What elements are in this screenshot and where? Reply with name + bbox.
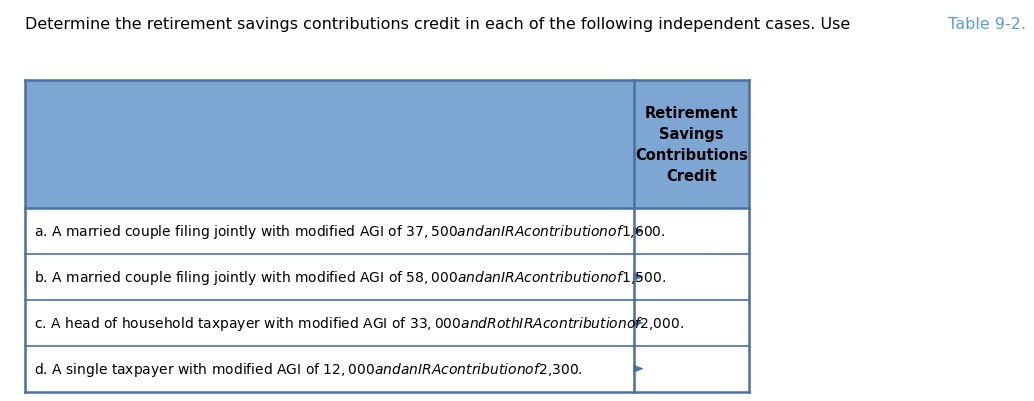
Bar (25, 209, 634, 254)
Polygon shape (634, 319, 643, 326)
Polygon shape (634, 365, 643, 373)
Text: Table 9-2.: Table 9-2. (948, 17, 1026, 32)
Text: Determine the retirement savings contributions credit in each of the following i: Determine the retirement savings contrib… (25, 17, 855, 32)
Polygon shape (634, 228, 643, 235)
Polygon shape (634, 273, 643, 281)
Text: Retirement
Savings
Contributions
Credit: Retirement Savings Contributions Credit (635, 106, 748, 184)
Text: b. A married couple filing jointly with modified AGI of $58,000 and an IRA contr: b. A married couple filing jointly with … (34, 268, 666, 286)
Bar (25, 254, 634, 300)
Bar (634, 346, 750, 392)
Text: c. A head of household taxpayer with modified AGI of $33,000 and Roth IRA contri: c. A head of household taxpayer with mod… (34, 314, 685, 332)
Bar (25, 300, 634, 346)
Bar (634, 254, 750, 300)
Bar (634, 300, 750, 346)
Bar (25, 346, 634, 392)
Bar (634, 209, 750, 254)
Text: d. A single taxpayer with modified AGI of $12,000 and an IRA contribution of $2,: d. A single taxpayer with modified AGI o… (34, 360, 582, 378)
Text: a. A married couple filing jointly with modified AGI of $37,500 and an IRA contr: a. A married couple filing jointly with … (34, 223, 666, 240)
Text: Table 9-2: Table 9-2 (948, 17, 1021, 32)
Bar (25, 81, 750, 209)
